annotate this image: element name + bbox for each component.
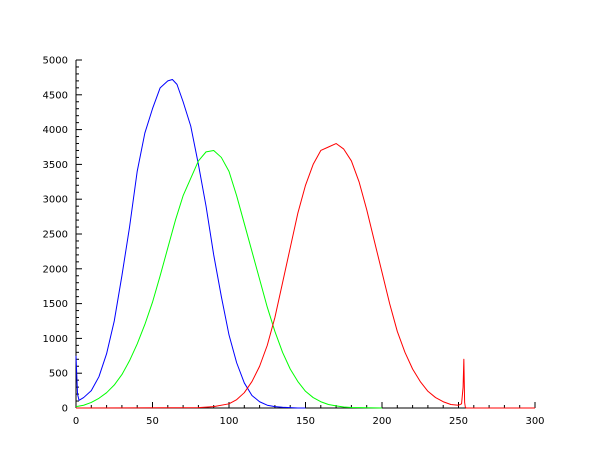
x-tick-label: 50	[146, 416, 159, 427]
y-tick-label: 3500	[43, 160, 68, 171]
x-tick-label: 100	[219, 416, 238, 427]
x-tick-label: 150	[296, 416, 315, 427]
x-tick-label: 300	[525, 416, 544, 427]
x-tick-label: 250	[449, 416, 468, 427]
series-line-1	[75, 78, 306, 409]
y-tick-label: 3000	[43, 195, 68, 206]
y-tick-label: 2500	[43, 230, 68, 241]
y-tick-label: 0	[62, 404, 68, 415]
series-line-3	[75, 143, 535, 409]
x-tick-label: 200	[372, 416, 391, 427]
y-tick-label: 1000	[43, 334, 68, 345]
y-tick-label: 2000	[43, 264, 68, 275]
axes: 0 50 100 150 200 250 3000500100015002000250030…	[43, 56, 545, 428]
series-line-2	[75, 149, 383, 409]
y-tick-label: 1500	[43, 299, 68, 310]
y-tick-label: 500	[49, 369, 68, 380]
y-tick-label: 4000	[43, 125, 68, 136]
series-layer	[75, 78, 535, 409]
y-tick-label: 4500	[43, 90, 68, 101]
x-tick-label: 0	[73, 416, 79, 427]
y-tick-label: 5000	[43, 56, 68, 67]
